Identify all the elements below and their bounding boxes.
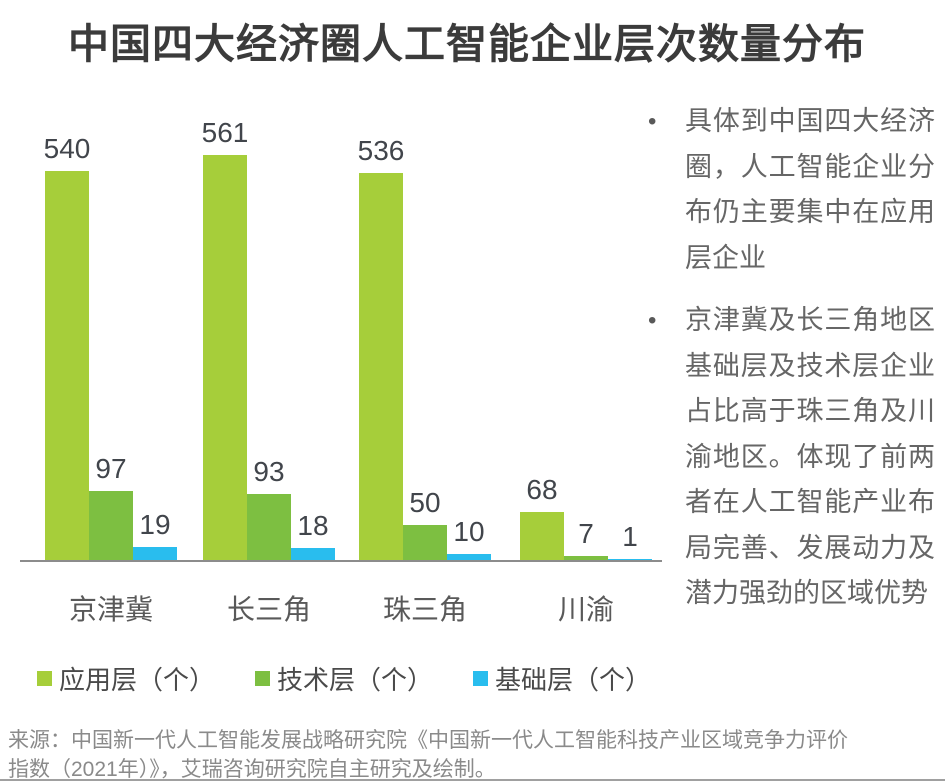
bar-value-label: 10 [453,516,485,547]
bar-series2-京津冀 [89,491,133,561]
legend-label: 应用层（个） [59,665,216,695]
bar-value-label: 50 [409,487,441,518]
legend-item-2: 技术层（个） [255,660,433,697]
bar-series1-川渝 [520,512,564,561]
bar-value-label: 68 [526,474,558,505]
legend-label: 技术层（个） [277,665,434,695]
legend-swatch-icon [255,671,271,686]
source-text: 来源：中国新一代人工智能发展战略研究院《中国新一代人工智能科技产业区域竞争力评价… [8,729,848,781]
bar-value-label: 536 [357,135,405,166]
bar-value-label: 561 [201,117,249,148]
bar-series1-珠三角 [359,173,403,561]
note-bullet-2-text: 京津冀及长三角地区基础层及技术层企业占比高于珠三角及川渝地区。体现了前两者在人工… [685,305,935,608]
bar-value-label: 97 [95,453,127,484]
bar-series1-长三角 [203,155,247,561]
legend-item-1: 应用层（个） [37,660,215,697]
bar-series2-川渝 [564,556,608,561]
bar-value-label: 1 [622,521,638,552]
legend-swatch-icon [37,671,52,686]
legend-swatch-icon [473,671,489,686]
bar-value-label: 19 [139,509,171,540]
bar-value-label: 18 [297,510,329,541]
x-axis-line [20,560,662,562]
bar-series3-珠三角 [447,554,491,561]
x-axis-label-珠三角: 珠三角 [382,594,467,625]
note-bullet-1-text: 具体到中国四大经济圈，人工智能企业分布仍主要集中在应用层企业 [685,106,935,273]
bar-series2-珠三角 [403,525,447,561]
bar-value-label: 7 [578,518,594,549]
note-bullet-1: • 具体到中国四大经济圈，人工智能企业分布仍主要集中在应用层企业 [645,99,941,281]
bar-series2-长三角 [247,494,291,561]
bullet-icon: • [648,307,657,334]
page-title: 中国四大经济圈人工智能企业层次数量分布 [68,21,866,67]
bar-series3-京津冀 [133,547,177,561]
legend-label: 基础层（个） [495,665,652,695]
bar-value-label: 540 [43,133,91,164]
legend-item-3: 基础层（个） [473,660,651,697]
x-axis-label-京津冀: 京津冀 [68,594,153,625]
notes-panel: • 具体到中国四大经济圈，人工智能企业分布仍主要集中在应用层企业 • 京津冀及长… [645,99,941,634]
bullet-icon: • [648,108,657,135]
bar-series1-京津冀 [45,171,89,561]
x-axis-label-长三角: 长三角 [226,594,311,625]
bar-series3-长三角 [291,548,335,561]
bar-value-label: 93 [253,456,285,487]
x-axis-label-川渝: 川渝 [557,594,614,625]
chart-legend: 应用层（个） 技术层（个） 基础层（个） [37,660,651,697]
bottom-divider [0,779,945,781]
note-bullet-2: • 京津冀及长三角地区基础层及技术层企业占比高于珠三角及川渝地区。体现了前两者在… [645,298,941,617]
